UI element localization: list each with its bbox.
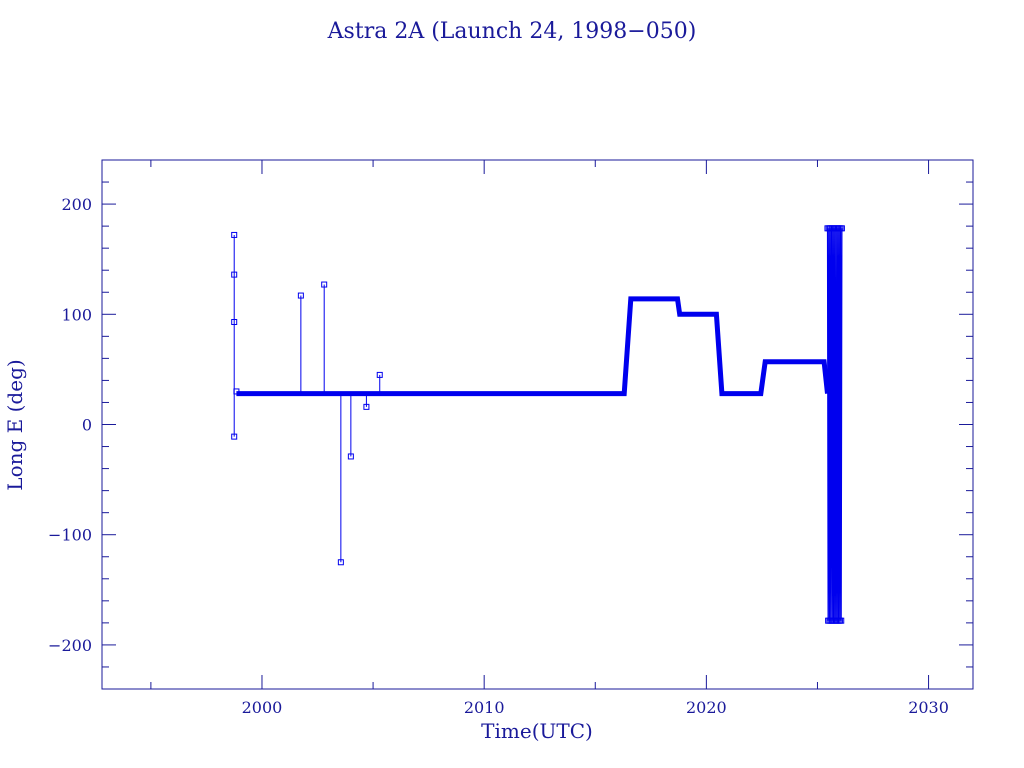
data-marker — [231, 231, 238, 238]
drift-oscillation — [826, 228, 843, 621]
y-axis-label: Long E (deg) — [3, 359, 27, 490]
x-tick-label: 2020 — [686, 698, 727, 717]
y-tick-label: 0 — [82, 416, 92, 435]
x-axis-label: Time(UTC) — [481, 719, 593, 743]
drift-marker — [838, 617, 845, 624]
axis-ticks — [102, 160, 973, 689]
y-tick-label: −200 — [48, 636, 92, 655]
data-marker — [231, 433, 238, 440]
x-tick-label: 2010 — [464, 698, 505, 717]
data-marker — [376, 371, 383, 378]
data-marker — [337, 559, 344, 566]
y-tick-label: −100 — [48, 526, 92, 545]
x-tick-labels: 2000 2010 2020 2030 — [242, 698, 949, 717]
x-tick-label: 2000 — [242, 698, 283, 717]
data-marker — [321, 281, 328, 288]
chart-title: Astra 2A (Launch 24, 1998−050) — [327, 19, 697, 44]
data-marker — [297, 292, 304, 299]
data-marker — [347, 453, 354, 460]
y-tick-label: 100 — [61, 305, 92, 324]
data-marker — [363, 403, 370, 410]
drift-marker — [838, 225, 845, 232]
data-marker — [231, 271, 238, 278]
longitude-series — [231, 225, 845, 624]
y-tick-labels: 200 100 0 −100 −200 — [48, 195, 92, 655]
y-tick-label: 200 — [61, 195, 92, 214]
data-marker — [231, 319, 238, 326]
data-marker — [233, 388, 240, 395]
series-line — [236, 296, 830, 397]
x-tick-label: 2030 — [908, 698, 949, 717]
